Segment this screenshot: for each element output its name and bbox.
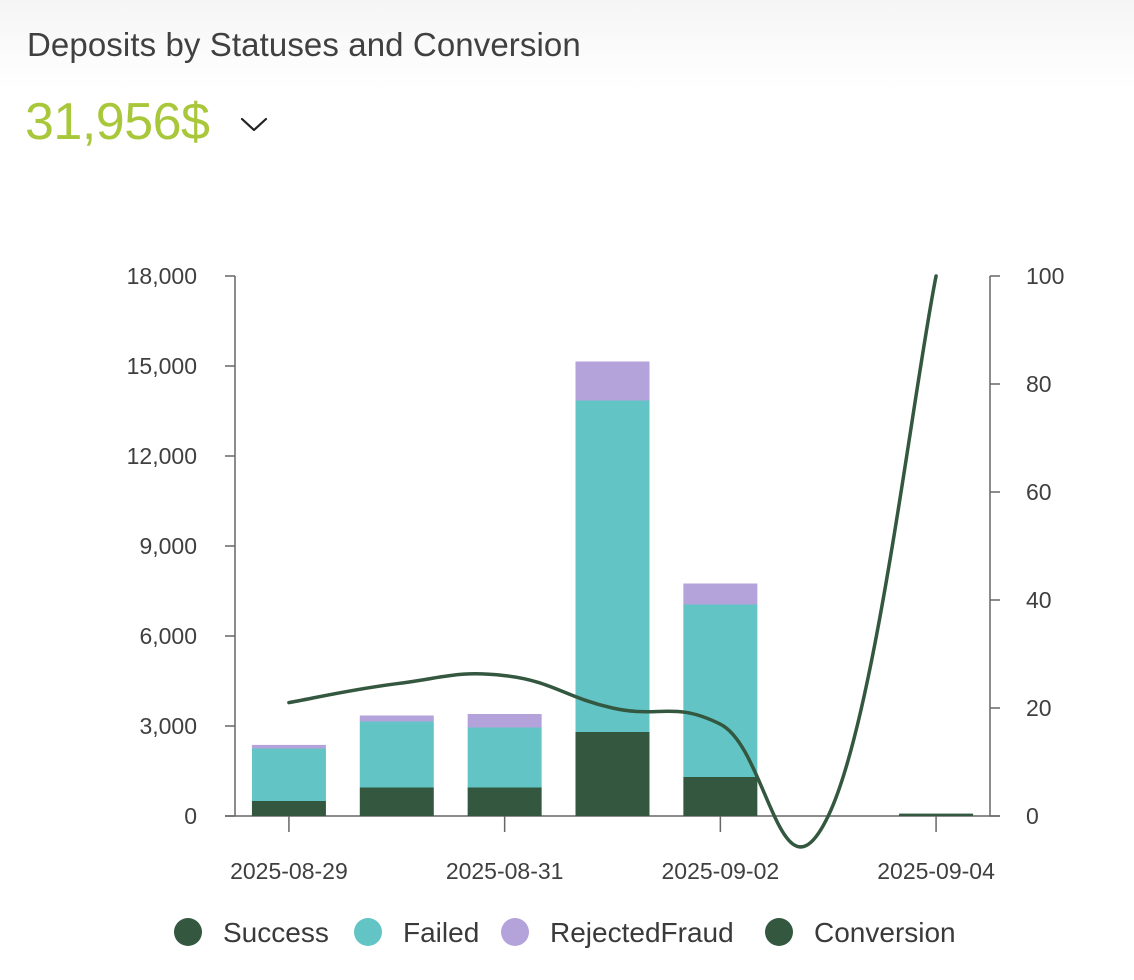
- conversion-line: [287, 274, 938, 849]
- bar-success: [575, 732, 650, 816]
- bar-success: [683, 777, 758, 816]
- legend-label-rejectedfraud: RejectedFraud: [550, 917, 734, 948]
- y-left-tick-label: 15,000: [127, 353, 197, 379]
- chart-title: Deposits by Statuses and Conversion: [27, 26, 581, 63]
- legend-marker-rejectedfraud: [501, 918, 529, 946]
- y-right-tick-label: 40: [1026, 587, 1052, 613]
- total-value: 31,956$: [25, 93, 210, 151]
- bar-rejectedfraud: [251, 744, 326, 749]
- bar-success: [899, 813, 974, 816]
- y-left-tick-label: 12,000: [127, 443, 197, 469]
- y-right-tick-label: 20: [1026, 695, 1052, 721]
- x-tick-label: 2025-08-29: [230, 858, 348, 884]
- chevron-down-icon[interactable]: [239, 109, 269, 139]
- legend-label-success: Success: [223, 917, 329, 948]
- y-left-tick-label: 0: [184, 803, 197, 829]
- bar-success: [359, 787, 434, 816]
- bar-rejectedfraud: [467, 714, 542, 728]
- legend-marker-conversion: [765, 918, 793, 946]
- legend-marker-success: [174, 918, 202, 946]
- bar-success: [251, 801, 326, 816]
- bar-failed: [251, 748, 326, 801]
- y-right-tick-label: 60: [1026, 479, 1052, 505]
- x-tick-label: 2025-09-02: [662, 858, 780, 884]
- y-left-tick-label: 6,000: [139, 623, 197, 649]
- legend-marker-failed: [354, 918, 382, 946]
- y-right-tick-label: 80: [1026, 371, 1052, 397]
- bar-failed: [467, 727, 542, 788]
- bar-rejectedfraud: [575, 361, 650, 401]
- legend-label-conversion: Conversion: [814, 917, 956, 948]
- y-left-tick-label: 9,000: [139, 533, 197, 559]
- y-right-tick-label: 100: [1026, 263, 1064, 289]
- bar-failed: [683, 604, 758, 777]
- total-row: 31,956$: [25, 92, 269, 152]
- y-right-tick-label: 0: [1026, 803, 1039, 829]
- bar-rejectedfraud: [683, 583, 758, 605]
- bar-success: [467, 787, 542, 816]
- y-left-tick-label: 3,000: [139, 713, 197, 739]
- legend-label-failed: Failed: [403, 917, 479, 948]
- x-tick-label: 2025-08-31: [446, 858, 564, 884]
- bar-failed: [575, 400, 650, 732]
- bar-rejectedfraud: [359, 715, 434, 722]
- x-tick-label: 2025-09-04: [877, 858, 995, 884]
- bar-failed: [359, 721, 434, 788]
- y-left-tick-label: 18,000: [127, 263, 197, 289]
